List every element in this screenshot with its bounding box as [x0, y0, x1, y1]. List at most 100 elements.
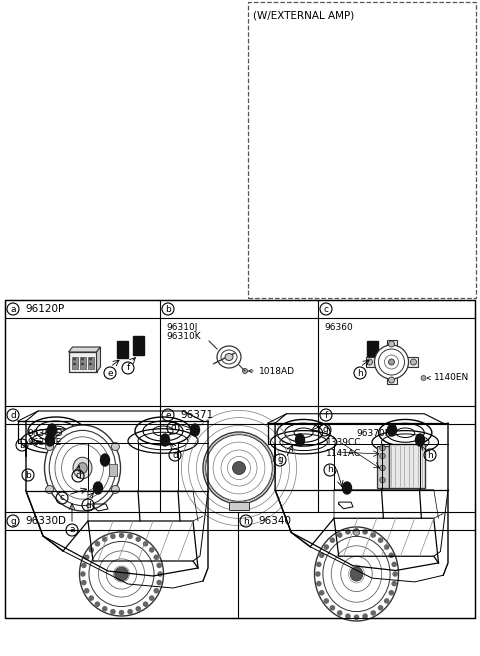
Circle shape [154, 588, 159, 594]
Circle shape [388, 377, 395, 383]
Circle shape [378, 537, 384, 543]
Text: h: h [327, 466, 333, 474]
Bar [367, 341, 378, 358]
Circle shape [110, 609, 116, 615]
Text: g: g [277, 455, 283, 464]
Polygon shape [376, 446, 388, 488]
Circle shape [316, 562, 322, 567]
Text: 96340D: 96340D [27, 429, 62, 438]
Ellipse shape [191, 424, 200, 436]
Bar [386, 340, 396, 384]
Text: d: d [170, 424, 176, 432]
Circle shape [384, 598, 389, 604]
Circle shape [354, 528, 360, 533]
Circle shape [46, 485, 54, 493]
Polygon shape [96, 347, 100, 372]
Text: b: b [25, 470, 31, 480]
Text: 96370N: 96370N [356, 429, 392, 438]
Circle shape [127, 609, 133, 615]
Ellipse shape [94, 482, 103, 494]
Circle shape [371, 532, 376, 538]
Ellipse shape [73, 457, 92, 479]
Circle shape [73, 358, 76, 361]
Circle shape [81, 580, 86, 585]
Circle shape [89, 358, 92, 361]
Circle shape [362, 613, 368, 619]
Circle shape [315, 571, 321, 577]
Circle shape [156, 580, 162, 585]
Text: b: b [19, 440, 25, 449]
Circle shape [330, 605, 335, 611]
Text: 96371: 96371 [180, 410, 213, 420]
Circle shape [149, 595, 155, 601]
Text: b: b [165, 304, 171, 314]
Text: 96310K: 96310K [166, 332, 201, 341]
Ellipse shape [343, 482, 351, 494]
Ellipse shape [115, 567, 128, 581]
Text: f: f [324, 411, 328, 419]
Ellipse shape [48, 424, 57, 436]
Circle shape [119, 610, 124, 615]
Text: d: d [85, 501, 91, 510]
Circle shape [388, 590, 394, 596]
Circle shape [110, 533, 116, 539]
Circle shape [362, 529, 368, 535]
Text: d: d [172, 451, 178, 459]
Text: 96340: 96340 [258, 516, 291, 526]
Circle shape [391, 562, 397, 567]
Circle shape [316, 581, 322, 586]
Circle shape [380, 445, 385, 451]
Circle shape [135, 606, 141, 611]
Text: g: g [322, 426, 328, 434]
Circle shape [111, 443, 120, 451]
Circle shape [324, 598, 329, 604]
Circle shape [337, 532, 343, 538]
Text: h: h [357, 369, 363, 377]
Circle shape [156, 563, 162, 568]
Circle shape [73, 363, 76, 365]
Bar [5, 300, 475, 618]
Circle shape [380, 465, 385, 471]
Circle shape [392, 571, 398, 577]
Bar [117, 341, 128, 358]
Circle shape [410, 359, 417, 365]
Circle shape [102, 537, 108, 542]
Ellipse shape [100, 454, 109, 466]
Bar [72, 357, 77, 369]
Ellipse shape [80, 532, 164, 616]
Text: c: c [324, 304, 328, 314]
Text: 96330D: 96330D [25, 516, 66, 526]
Circle shape [84, 554, 89, 560]
Circle shape [353, 529, 360, 536]
Circle shape [80, 571, 85, 577]
Circle shape [337, 610, 343, 616]
Bar [109, 464, 117, 476]
Text: g: g [10, 516, 16, 525]
Text: d: d [75, 472, 81, 480]
Bar [80, 357, 85, 369]
Circle shape [119, 533, 124, 538]
Circle shape [81, 363, 84, 365]
Circle shape [88, 547, 94, 553]
Circle shape [354, 615, 360, 620]
Ellipse shape [46, 434, 55, 446]
Circle shape [143, 602, 148, 607]
Bar [248, 2, 476, 298]
Ellipse shape [225, 354, 233, 361]
Polygon shape [69, 347, 100, 352]
Ellipse shape [232, 462, 245, 474]
Bar [133, 336, 144, 355]
Circle shape [380, 477, 385, 483]
Text: (W/EXTERNAL AMP): (W/EXTERNAL AMP) [253, 10, 354, 20]
Text: f: f [126, 363, 130, 373]
Circle shape [391, 581, 397, 586]
Circle shape [143, 541, 148, 546]
Text: 96120P: 96120P [25, 304, 64, 314]
Circle shape [319, 552, 324, 558]
Text: c: c [60, 493, 64, 502]
Bar [388, 444, 424, 488]
Text: a: a [10, 304, 16, 314]
Circle shape [388, 552, 394, 558]
Circle shape [371, 610, 376, 616]
Ellipse shape [203, 432, 275, 504]
